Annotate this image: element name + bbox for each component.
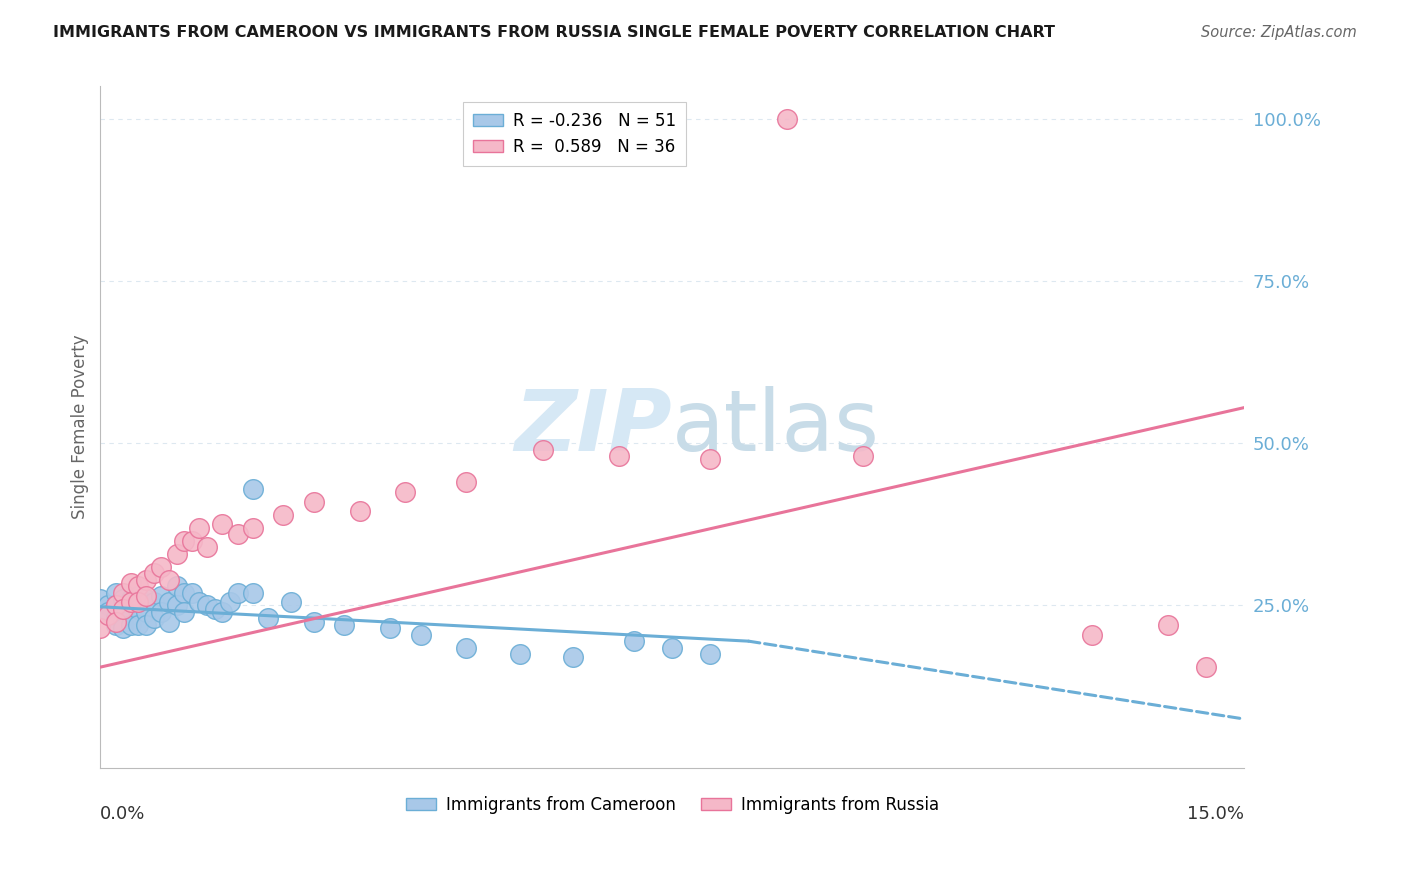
Text: IMMIGRANTS FROM CAMEROON VS IMMIGRANTS FROM RUSSIA SINGLE FEMALE POVERTY CORRELA: IMMIGRANTS FROM CAMEROON VS IMMIGRANTS F… xyxy=(53,25,1056,40)
Point xyxy=(112,601,135,615)
Point xyxy=(302,615,325,629)
Point xyxy=(112,592,135,607)
Point xyxy=(142,566,165,580)
Point xyxy=(157,573,180,587)
Point xyxy=(89,621,111,635)
Point xyxy=(104,599,127,613)
Point xyxy=(135,605,157,619)
Point xyxy=(112,605,135,619)
Point xyxy=(623,634,645,648)
Point xyxy=(204,601,226,615)
Point xyxy=(120,592,142,607)
Point xyxy=(104,618,127,632)
Legend: Immigrants from Cameroon, Immigrants from Russia: Immigrants from Cameroon, Immigrants fro… xyxy=(399,789,945,821)
Point xyxy=(273,508,295,522)
Point xyxy=(394,484,416,499)
Point xyxy=(104,585,127,599)
Point xyxy=(195,540,218,554)
Point xyxy=(562,650,585,665)
Point xyxy=(776,112,799,126)
Point xyxy=(509,647,531,661)
Point xyxy=(142,611,165,625)
Point xyxy=(150,589,173,603)
Point xyxy=(180,533,202,548)
Point xyxy=(211,605,233,619)
Text: ZIP: ZIP xyxy=(515,385,672,468)
Point xyxy=(302,494,325,508)
Point xyxy=(226,585,249,599)
Point xyxy=(89,592,111,607)
Point xyxy=(150,605,173,619)
Point xyxy=(127,589,149,603)
Point xyxy=(166,599,188,613)
Point xyxy=(242,585,264,599)
Point xyxy=(112,585,135,599)
Point xyxy=(166,547,188,561)
Point xyxy=(150,559,173,574)
Point xyxy=(699,452,721,467)
Point xyxy=(120,618,142,632)
Point xyxy=(349,504,371,518)
Point xyxy=(257,611,280,625)
Point xyxy=(97,608,120,623)
Point xyxy=(135,592,157,607)
Point xyxy=(97,605,120,619)
Point xyxy=(173,605,195,619)
Point xyxy=(1157,618,1180,632)
Point xyxy=(180,585,202,599)
Point xyxy=(120,575,142,590)
Point xyxy=(699,647,721,661)
Point xyxy=(661,640,683,655)
Point xyxy=(166,579,188,593)
Point xyxy=(1195,660,1218,674)
Point xyxy=(142,595,165,609)
Point xyxy=(120,608,142,623)
Point xyxy=(852,449,875,463)
Point xyxy=(195,599,218,613)
Point xyxy=(127,601,149,615)
Point xyxy=(112,615,135,629)
Point xyxy=(135,618,157,632)
Point xyxy=(104,599,127,613)
Point xyxy=(127,579,149,593)
Point xyxy=(120,595,142,609)
Text: atlas: atlas xyxy=(672,385,880,468)
Text: 0.0%: 0.0% xyxy=(100,805,146,823)
Point xyxy=(607,449,630,463)
Point xyxy=(409,628,432,642)
Point xyxy=(112,621,135,635)
Point xyxy=(242,520,264,534)
Point xyxy=(188,595,211,609)
Point xyxy=(380,621,402,635)
Point xyxy=(173,533,195,548)
Point xyxy=(333,618,356,632)
Point xyxy=(456,475,478,490)
Point xyxy=(226,527,249,541)
Point xyxy=(280,595,302,609)
Point xyxy=(173,585,195,599)
Point xyxy=(127,595,149,609)
Point xyxy=(157,595,180,609)
Text: Source: ZipAtlas.com: Source: ZipAtlas.com xyxy=(1201,25,1357,40)
Point xyxy=(135,573,157,587)
Point xyxy=(104,615,127,629)
Point xyxy=(219,595,242,609)
Point xyxy=(211,517,233,532)
Text: 15.0%: 15.0% xyxy=(1187,805,1244,823)
Point xyxy=(157,615,180,629)
Point xyxy=(135,589,157,603)
Point xyxy=(97,599,120,613)
Point xyxy=(188,520,211,534)
Point xyxy=(104,611,127,625)
Point xyxy=(456,640,478,655)
Point xyxy=(1081,628,1104,642)
Point xyxy=(242,482,264,496)
Point xyxy=(127,618,149,632)
Y-axis label: Single Female Poverty: Single Female Poverty xyxy=(72,334,89,519)
Point xyxy=(531,442,554,457)
